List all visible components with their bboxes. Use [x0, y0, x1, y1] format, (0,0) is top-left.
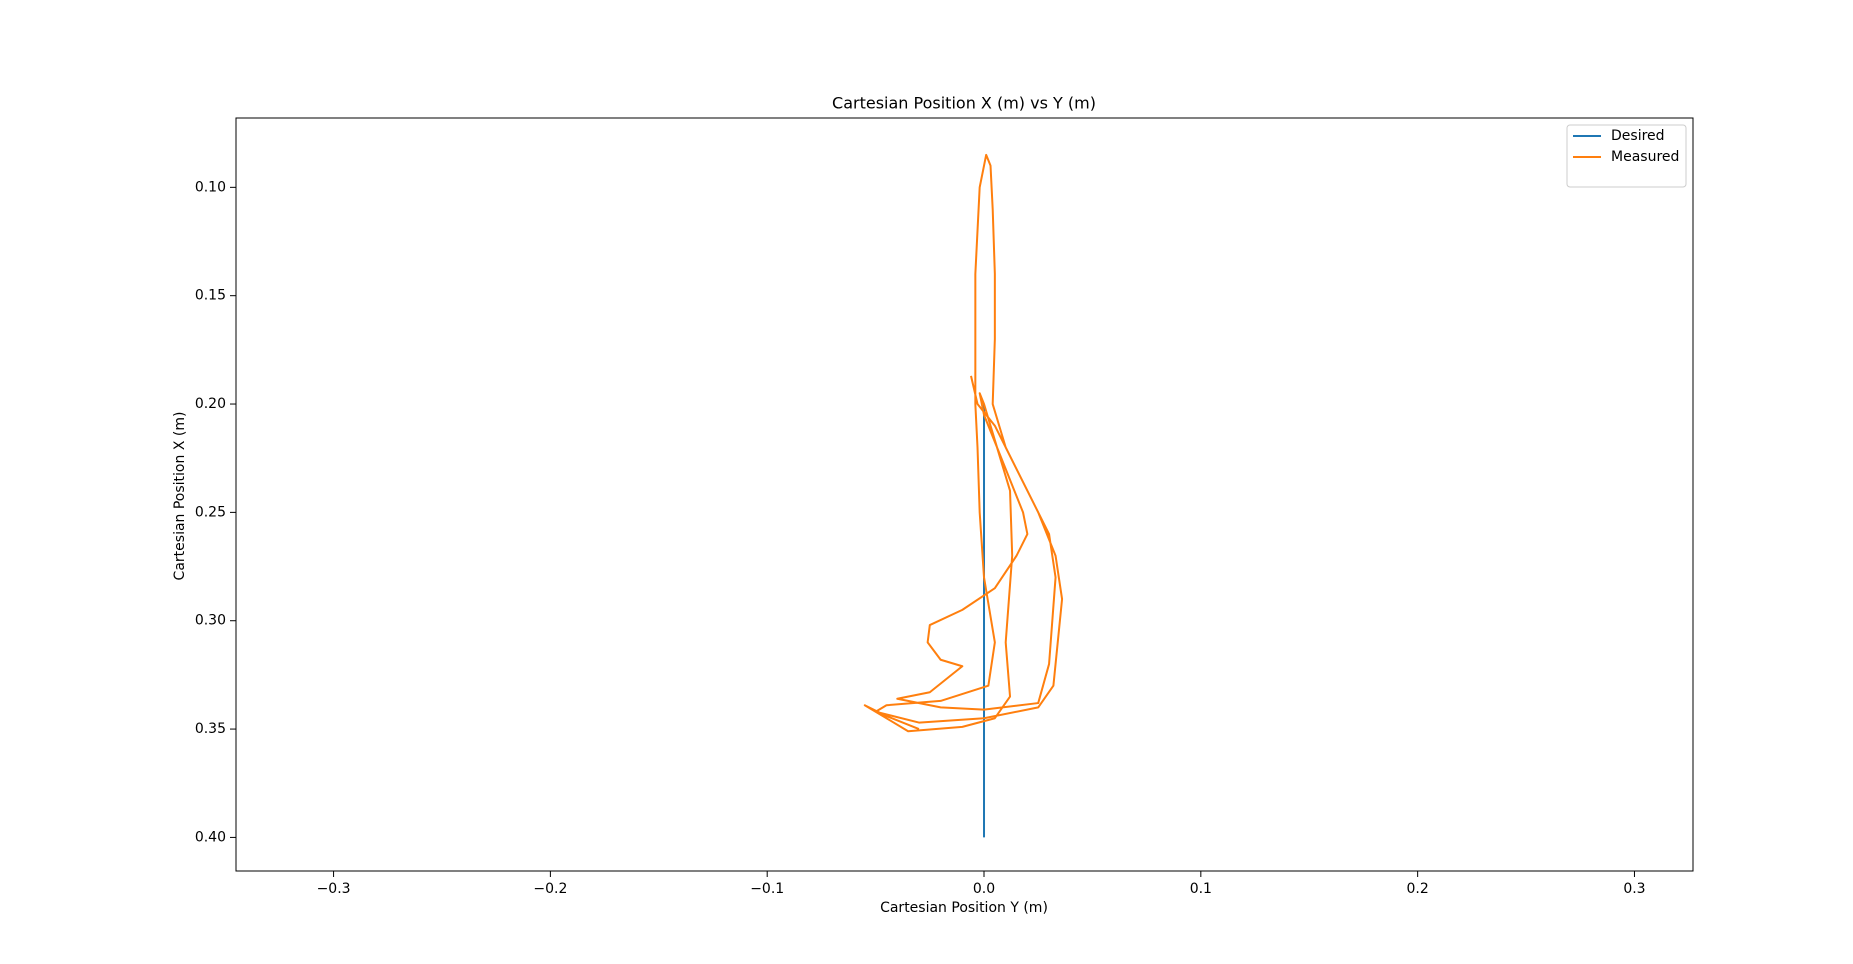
- x-tick-label: 0.2: [1407, 881, 1429, 897]
- legend-box: [1566, 124, 1687, 188]
- x-tick-label: 0.0: [973, 881, 995, 897]
- plot-frame: [235, 117, 1694, 872]
- y-tick-label: 0.15: [195, 288, 226, 304]
- x-tick-label: 0.1: [1190, 881, 1212, 897]
- y-tick-label: 0.10: [195, 179, 226, 195]
- y-axis-label: Cartesian Position X (m): [172, 412, 188, 581]
- y-tick-label: 0.30: [195, 613, 226, 629]
- y-tick-label: 0.20: [195, 396, 226, 412]
- legend-label: Measured: [1611, 149, 1679, 165]
- series-line: [863, 153, 1064, 733]
- x-tick-label: −0.2: [533, 881, 567, 897]
- y-tick-label: 0.35: [195, 721, 226, 737]
- y-tick-label: 0.25: [195, 504, 226, 520]
- x-tick-label: −0.1: [750, 881, 784, 897]
- x-axis-label: Cartesian Position Y (m): [880, 900, 1048, 916]
- chart-title: Cartesian Position X (m) vs Y (m): [832, 94, 1096, 113]
- x-tick-label: 0.3: [1623, 881, 1645, 897]
- y-tick-label: 0.40: [195, 829, 226, 845]
- x-tick-label: −0.3: [317, 881, 351, 897]
- legend-label: Desired: [1611, 128, 1665, 144]
